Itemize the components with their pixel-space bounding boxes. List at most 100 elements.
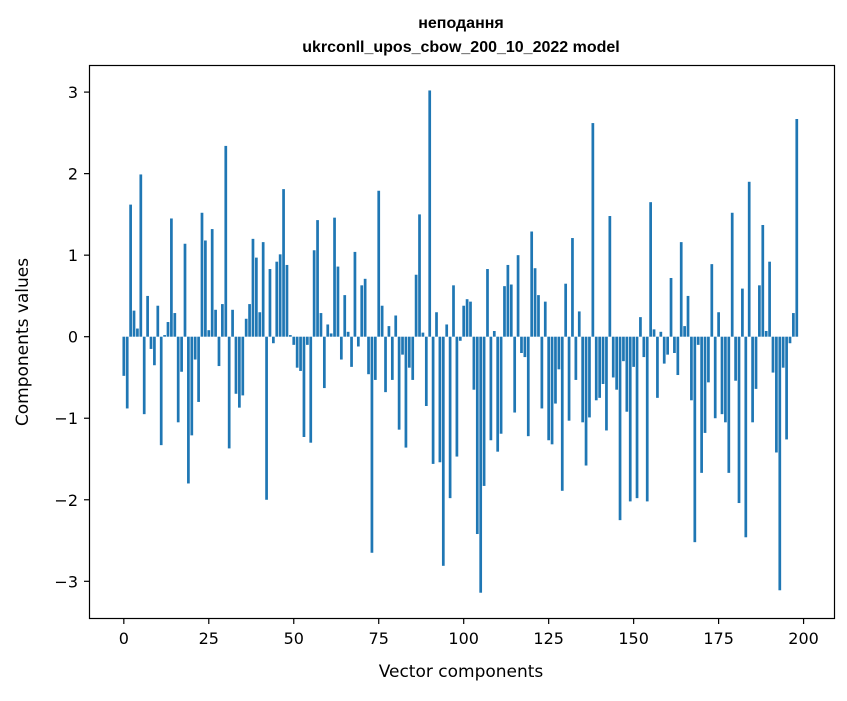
bar-70: [360, 285, 364, 337]
x-tick-label: 50: [284, 629, 304, 648]
bar-90: [428, 90, 432, 337]
bar-161: [669, 277, 673, 337]
bar-30: [224, 145, 228, 337]
bar-110: [496, 336, 500, 452]
bar-81: [397, 336, 401, 430]
bar-194: [781, 336, 785, 368]
bar-18: [183, 243, 187, 337]
bar-7: [146, 295, 149, 337]
bar-168: [693, 336, 697, 543]
bar-97: [452, 285, 455, 337]
bar-197: [792, 313, 795, 337]
x-axis-label: Vector components: [379, 662, 544, 682]
bar-44: [272, 336, 275, 344]
bar-66: [346, 331, 350, 337]
bar-126: [550, 336, 554, 445]
bar-155: [649, 202, 652, 337]
bar-162: [673, 336, 676, 354]
bar-84: [407, 336, 411, 368]
bar-4: [136, 328, 139, 337]
bar-47: [282, 189, 285, 337]
bar-86: [414, 274, 418, 337]
bar-195: [785, 336, 788, 440]
bar-192: [775, 336, 778, 453]
bar-19: [187, 336, 190, 484]
bar-154: [645, 336, 649, 502]
bar-5: [139, 174, 143, 337]
bar-78: [387, 326, 391, 337]
bar-37: [248, 304, 251, 337]
bar-150: [632, 336, 635, 367]
bar-98: [455, 336, 459, 457]
bar-171: [703, 336, 707, 433]
bar-56: [312, 250, 316, 337]
bar-144: [611, 336, 615, 378]
bar-177: [724, 336, 727, 423]
bar-91: [431, 336, 435, 464]
bar-117: [520, 336, 523, 354]
plot-frame: [88, 64, 836, 620]
bar-32: [231, 309, 234, 337]
bar-182: [741, 288, 744, 337]
bar-134: [577, 311, 581, 337]
bar-41: [261, 242, 265, 337]
bar-13: [166, 322, 170, 337]
y-tick-label: −3: [54, 572, 78, 591]
bar-141: [601, 336, 605, 384]
bar-22: [197, 336, 200, 402]
bar-82: [401, 336, 404, 355]
bar-2: [129, 204, 132, 337]
bar-125: [547, 336, 551, 441]
bar-20: [190, 336, 194, 436]
bar-105: [479, 336, 483, 593]
bar-187: [758, 285, 761, 337]
bar-63: [336, 266, 340, 337]
bar-21: [193, 336, 197, 360]
x-tick-label: 25: [199, 629, 219, 648]
bar-136: [584, 336, 588, 466]
bar-151: [635, 336, 639, 499]
bar-16: [176, 336, 180, 423]
bar-73: [370, 336, 374, 553]
y-axis-label: Components values: [13, 258, 33, 426]
bar-61: [329, 333, 333, 337]
bar-64: [339, 336, 343, 360]
bar-68: [353, 251, 357, 337]
x-tick-label: 200: [788, 629, 819, 648]
bar-120: [530, 231, 534, 337]
bar-181: [737, 336, 741, 504]
y-tick-label: 0: [68, 328, 78, 347]
bar-28: [217, 336, 221, 367]
bar-191: [771, 336, 775, 373]
bar-42: [265, 336, 268, 500]
chart-title-line1: неподання: [418, 15, 504, 32]
bar-88: [421, 332, 425, 337]
bar-9: [153, 336, 156, 366]
bar-145: [615, 336, 619, 390]
bar-60: [326, 324, 330, 337]
bar-35: [241, 336, 245, 396]
x-tick-label: 150: [618, 629, 649, 648]
bar-55: [309, 336, 313, 443]
bar-183: [744, 336, 748, 538]
bar-8: [149, 336, 153, 349]
bar-103: [472, 336, 476, 390]
bar-65: [343, 295, 347, 337]
bar-72: [367, 336, 370, 375]
bar-148: [625, 336, 629, 412]
bar-112: [503, 286, 506, 337]
bar-46: [278, 254, 282, 337]
bar-114: [509, 284, 513, 337]
bar-96: [448, 336, 452, 499]
bar-172: [707, 336, 710, 383]
bar-1: [125, 336, 129, 409]
bar-49: [289, 335, 292, 337]
chart-title-line2: ukrconll_upos_cbow_200_10_2022 model: [302, 39, 619, 56]
bar-149: [628, 336, 632, 502]
y-tick-label: 3: [68, 83, 78, 102]
bar-27: [214, 309, 217, 337]
bar-45: [275, 261, 279, 337]
bar-87: [418, 214, 421, 337]
bar-94: [441, 336, 445, 566]
